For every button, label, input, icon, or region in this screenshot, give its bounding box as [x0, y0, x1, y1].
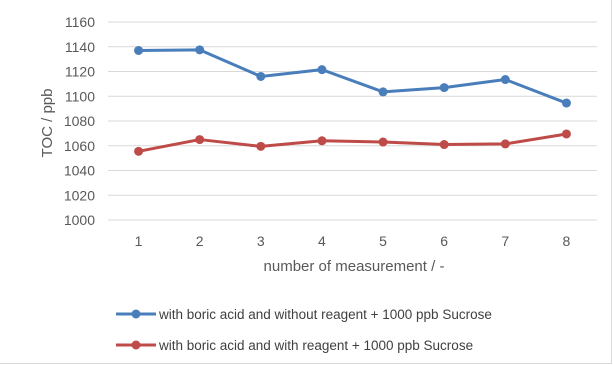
data-point — [256, 71, 266, 81]
data-point — [500, 139, 510, 149]
legend-label: with boric acid and with reagent + 1000 … — [158, 338, 473, 353]
y-tick-labels: 1000 1020 1040 1060 1080 1100 1120 1140 1160 — [64, 14, 95, 228]
y-tick-label: 1080 — [64, 113, 95, 129]
data-point — [561, 98, 571, 108]
data-point — [195, 135, 205, 145]
data-point — [561, 129, 571, 139]
data-point — [378, 87, 388, 97]
y-axis-title: TOC / ppb — [39, 89, 56, 158]
x-tick-label: 8 — [563, 233, 571, 249]
data-point — [195, 45, 205, 55]
data-point — [378, 137, 388, 147]
data-point — [439, 83, 449, 93]
legend-marker — [131, 309, 141, 319]
data-point — [317, 65, 327, 75]
series-line — [137, 48, 568, 105]
x-tick-label: 1 — [135, 233, 143, 249]
data-point — [256, 141, 266, 151]
y-tick-label: 1100 — [65, 88, 95, 104]
y-tick-label: 1020 — [64, 187, 95, 203]
series-layer — [134, 45, 571, 156]
y-tick-label: 1040 — [64, 163, 95, 179]
data-point — [134, 146, 144, 156]
x-tick-label: 2 — [196, 233, 204, 249]
y-tick-label: 1120 — [65, 64, 95, 80]
legend-entry-2: with boric acid and with reagent + 1000 … — [116, 338, 473, 353]
gridlines — [108, 21, 597, 221]
data-point — [134, 45, 144, 55]
x-tick-label: 7 — [501, 233, 509, 249]
x-tick-label: 4 — [318, 233, 326, 249]
y-tick-label: 1060 — [64, 138, 95, 154]
y-tick-label: 1160 — [65, 14, 95, 30]
series-2 — [134, 129, 571, 156]
data-point — [439, 140, 449, 150]
x-tick-labels: 1 2 3 4 5 6 7 8 — [135, 233, 571, 249]
series-line — [137, 132, 568, 153]
legend: with boric acid and without reagent + 10… — [116, 307, 492, 353]
legend-label: with boric acid and without reagent + 10… — [158, 307, 492, 322]
x-tick-label: 5 — [379, 233, 387, 249]
series-1 — [134, 45, 571, 108]
y-tick-label: 1000 — [64, 212, 95, 228]
y-tick-label: 1140 — [65, 39, 95, 55]
x-axis-title: number of measurement / - — [264, 258, 445, 275]
data-point — [500, 75, 510, 85]
legend-marker — [131, 340, 141, 350]
x-tick-label: 3 — [257, 233, 265, 249]
data-point — [317, 136, 327, 146]
legend-entry-1: with boric acid and without reagent + 10… — [116, 307, 492, 322]
x-tick-label: 6 — [440, 233, 448, 249]
